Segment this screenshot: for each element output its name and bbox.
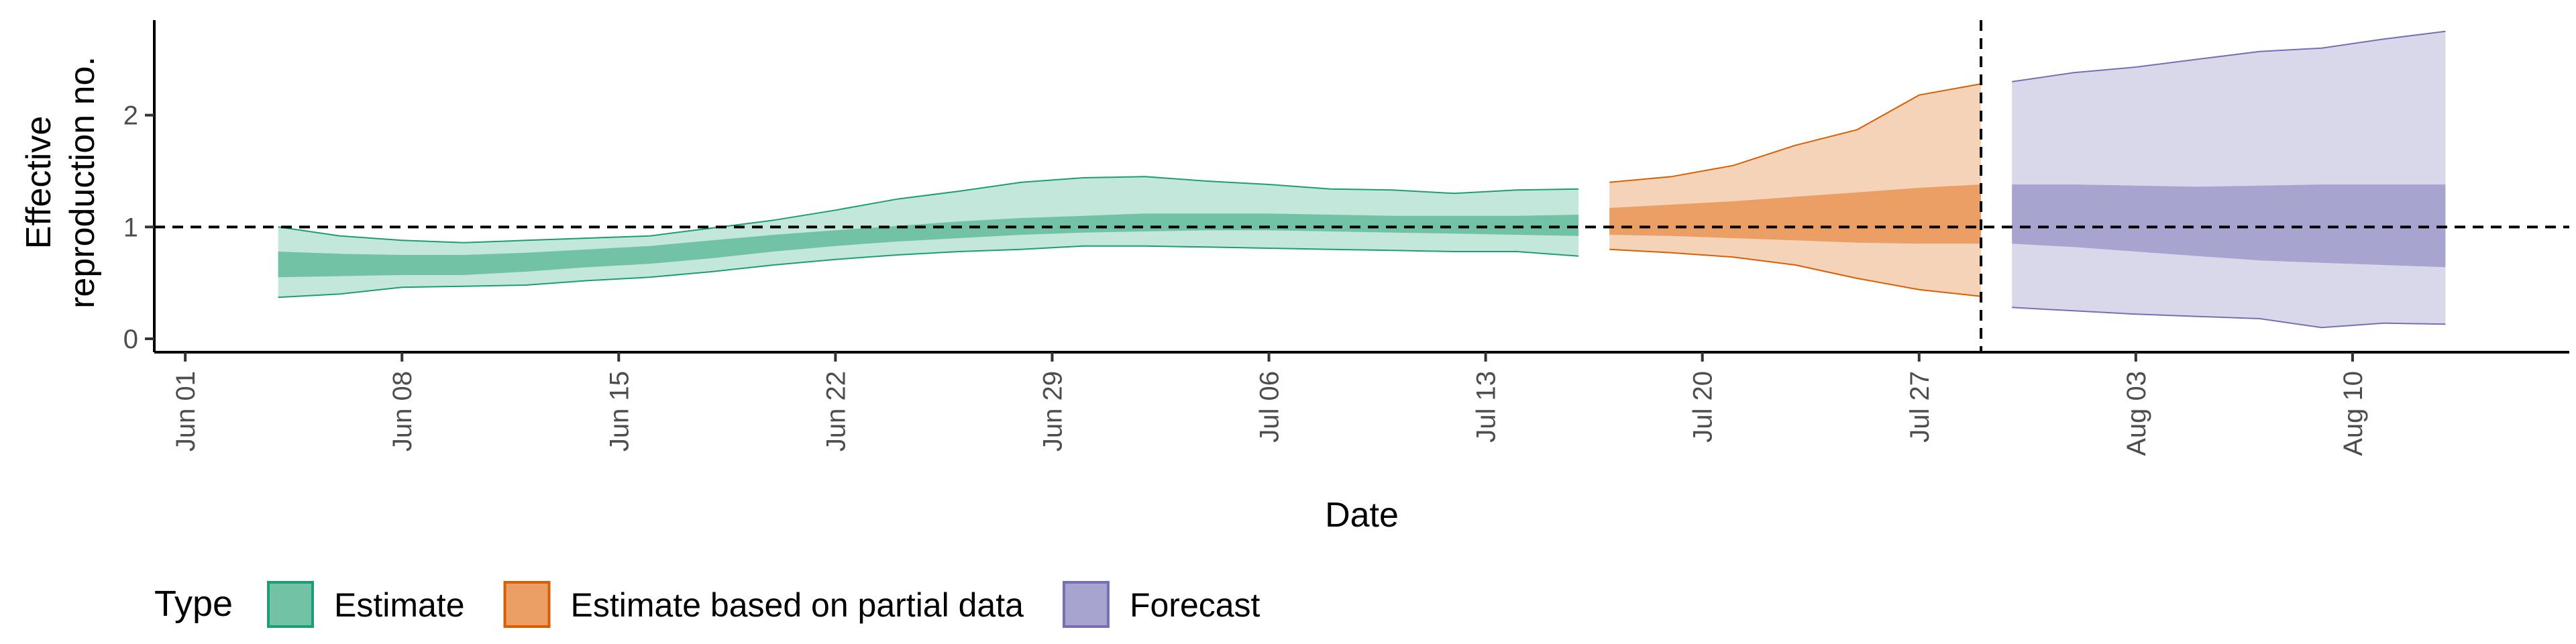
y-tick-label: 1 <box>123 213 138 242</box>
outer-lower-line <box>2012 307 2446 329</box>
outer-upper-line <box>278 176 1579 244</box>
plot-bands <box>278 30 2446 329</box>
legend: Type Estimate Estimate based on partial d… <box>154 581 1260 628</box>
series-1 <box>1609 83 1982 297</box>
outer-upper-line <box>1609 83 1982 183</box>
y-axis-title-line-1: Effective <box>19 116 58 249</box>
x-tick-label: Aug 03 <box>2122 371 2151 456</box>
legend-label-2: Forecast <box>1130 586 1260 624</box>
x-tick-label: Jul 06 <box>1255 371 1285 443</box>
legend-key-1 <box>503 581 551 628</box>
axes <box>153 20 2569 354</box>
x-tick-label: Jul 27 <box>1905 371 1935 443</box>
x-tick-label: Jun 29 <box>1038 371 1068 451</box>
x-tick-label: Jul 20 <box>1688 371 1718 443</box>
legend-title: Type <box>154 584 233 624</box>
series-0 <box>278 176 1579 299</box>
x-tick-label: Jun 22 <box>821 371 851 451</box>
y-tick-label: 0 <box>123 325 138 354</box>
y-tick-label: 2 <box>123 101 138 131</box>
outer-band <box>1609 84 1982 297</box>
legend-label-1: Estimate based on partial data <box>571 586 1024 624</box>
inner-band <box>1609 184 1982 244</box>
x-tick-label: Aug 10 <box>2339 371 2368 456</box>
outer-band <box>2012 31 2446 328</box>
x-ticks: Jun 01 Jun 08 Jun 15 Jun 22 Jun 29 Jul 06 Jul … <box>171 352 2368 456</box>
y-axis-title-line-2: reproduction no. <box>63 56 102 309</box>
series-2 <box>2012 30 2446 329</box>
x-axis-title: Date <box>1325 496 1399 535</box>
x-tick-label: Jun 08 <box>388 371 417 451</box>
inner-band <box>278 213 1579 278</box>
x-tick-label: Jun 15 <box>604 371 634 451</box>
legend-key-2 <box>1062 581 1110 628</box>
y-ticks: 0 1 2 <box>123 101 154 354</box>
legend-key-0 <box>267 581 314 628</box>
outer-lower-line <box>1609 248 1982 297</box>
x-tick-label: Jun 01 <box>171 371 201 451</box>
x-tick-label: Jul 13 <box>1472 371 1501 443</box>
outer-upper-line <box>2012 30 2446 83</box>
outer-lower-line <box>278 245 1579 299</box>
reference-lines <box>154 20 2569 352</box>
legend-label-0: Estimate <box>334 586 465 624</box>
